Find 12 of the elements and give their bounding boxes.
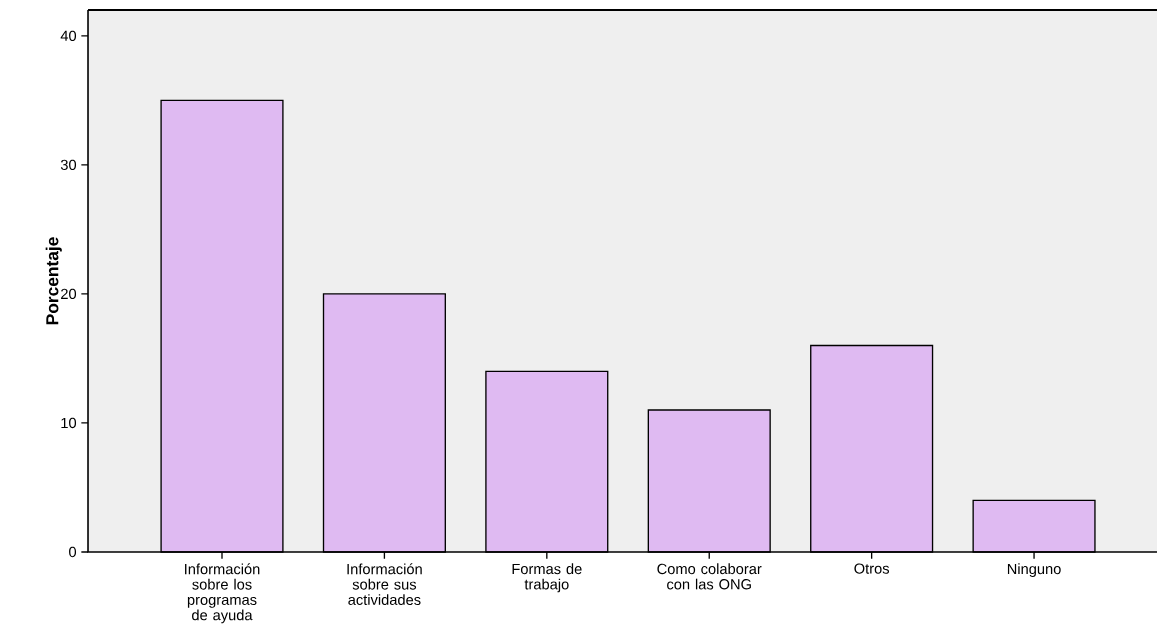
x-tick-label: Información sobre sus actividades xyxy=(347,563,422,605)
y-tick-label: 0 xyxy=(69,546,77,558)
y-tick-label: 10 xyxy=(61,417,77,429)
x-tick-label: Información sobre los programas de ayuda xyxy=(185,563,260,624)
x-tick-label: Como colaborar con las ONG xyxy=(657,563,762,590)
x-tick-label: Formas de trabajo xyxy=(512,563,582,593)
x-tick-label: Otros xyxy=(854,563,890,574)
y-tick-label: 30 xyxy=(60,159,77,171)
y-tick-label: 20 xyxy=(61,288,77,300)
y-axis-title: Porcentaje xyxy=(45,237,62,325)
y-tick-label: 40 xyxy=(60,30,77,41)
x-tick-label: Ninguno xyxy=(1007,563,1061,578)
